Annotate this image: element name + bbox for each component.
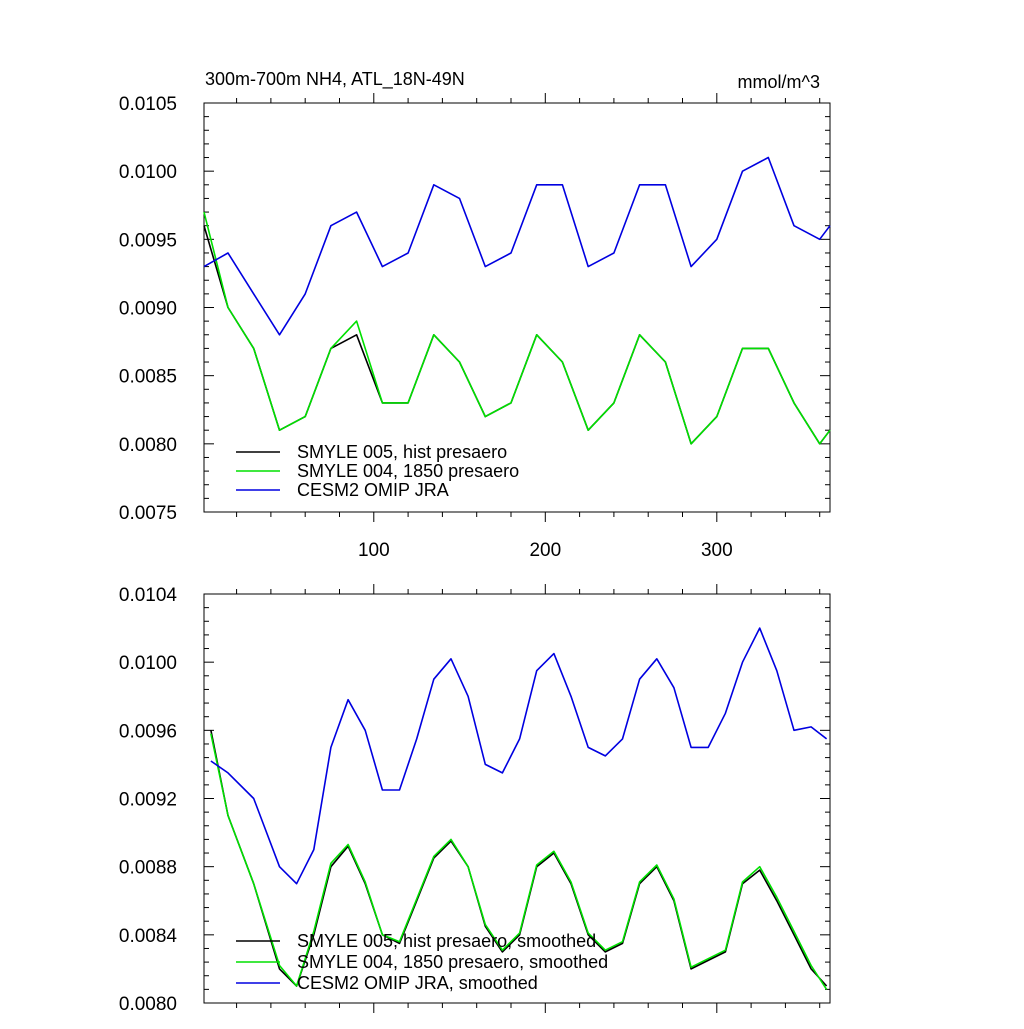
chart-units: mmol/m^3 [738, 72, 820, 92]
y-tick-label: 0.0080 [119, 994, 177, 1015]
legend-label-2: CESM2 OMIP JRA, smoothed [297, 973, 538, 993]
x-tick-label: 300 [701, 540, 733, 561]
y-tick-label: 0.0096 [119, 721, 177, 742]
y-tick-label: 0.0088 [119, 858, 177, 879]
y-tick-label: 0.0092 [119, 790, 177, 811]
y-tick-label: 0.0100 [119, 162, 177, 183]
y-tick-label: 0.0084 [119, 926, 178, 947]
series-line-2 [210, 627, 828, 885]
series-line-1 [210, 733, 828, 990]
y-tick-label: 0.0104 [119, 585, 178, 606]
y-tick-label: 0.0075 [119, 503, 177, 524]
y-tick-label: 0.0080 [119, 435, 177, 456]
chart-title: 300m-700m NH4, ATL_18N-49N [205, 69, 465, 90]
y-tick-label: 0.0095 [119, 230, 177, 251]
x-tick-label: 200 [529, 540, 561, 561]
legend-label-0: SMYLE 005, hist presaero [297, 442, 507, 462]
y-tick-label: 0.0090 [119, 299, 177, 320]
series-line-2 [203, 156, 831, 336]
bottom-panel: 0.0080 0.0084 0.0088 0.0092 0.0096 0.0100 0.01… [119, 584, 831, 1015]
series-line-1 [203, 211, 831, 445]
top-panel: 0.0075 0.0080 0.0085 0.0090 0.0095 0.0100 0.01… [119, 93, 831, 561]
legend-label-1: SMYLE 004, 1850 presaero [297, 461, 519, 481]
series-line-0 [203, 225, 831, 445]
y-tick-label: 0.0085 [119, 367, 177, 388]
legend-label-2: CESM2 OMIP JRA [297, 480, 449, 500]
legend-label-1: SMYLE 004, 1850 presaero, smoothed [297, 952, 608, 972]
legend-label-0: SMYLE 005, hist presaero, smoothed [297, 931, 596, 951]
y-tick-label: 0.0100 [119, 653, 177, 674]
x-tick-label: 100 [358, 540, 390, 561]
y-tick-label: 0.0105 [119, 94, 177, 115]
